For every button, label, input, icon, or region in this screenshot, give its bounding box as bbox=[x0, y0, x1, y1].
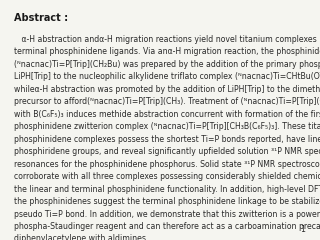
Text: precursor to afford(ᴺnacnac)Ti=P[Trip](CH₃). Treatment of (ᴺnacnac)Ti=P[Trip](CH: precursor to afford(ᴺnacnac)Ti=P[Trip](C… bbox=[14, 97, 320, 106]
Text: with B(C₆F₅)₃ induces methide abstraction concurrent with formation of the first: with B(C₆F₅)₃ induces methide abstractio… bbox=[14, 110, 320, 119]
Text: phosphinidene complexes possess the shortest Ti=P bonds reported, have linear: phosphinidene complexes possess the shor… bbox=[14, 135, 320, 144]
Text: 1: 1 bbox=[300, 225, 306, 234]
Text: resonances for the phosphinidene phosphorus. Solid state ³¹P NMR spectroscopic d: resonances for the phosphinidene phospho… bbox=[14, 160, 320, 169]
Text: terminal phosphinidene ligands. Via anα-H migration reaction, the phosphinidene: terminal phosphinidene ligands. Via anα-… bbox=[14, 47, 320, 56]
Text: the linear and terminal phosphinidene functionality. In addition, high-level DFT: the linear and terminal phosphinidene fu… bbox=[14, 185, 320, 194]
Text: corroborate with all three complexes possessing considerably shielded chemical s: corroborate with all three complexes pos… bbox=[14, 172, 320, 181]
Text: phospha-Staudinger reagent and can therefore act as a carboamination precatalyst: phospha-Staudinger reagent and can there… bbox=[14, 222, 320, 231]
Text: Abstract :: Abstract : bbox=[14, 13, 68, 23]
Text: phosphinidene zwitterion complex (ᴺnacnac)Ti=P[Trip][CH₃B(C₆F₅)₃]. These titaniu: phosphinidene zwitterion complex (ᴺnacna… bbox=[14, 122, 320, 131]
Text: phosphiridene groups, and reveal significantly upfielded solution ³¹P NMR spectr: phosphiridene groups, and reveal signifi… bbox=[14, 147, 320, 156]
Text: (ᴺnacnac)Ti=P[Trip](CH₂Bu) was prepared by the addition of the primary phosphide: (ᴺnacnac)Ti=P[Trip](CH₂Bu) was prepared … bbox=[14, 60, 320, 69]
Text: α-H abstraction andα-H migration reactions yield novel titanium complexes bearin: α-H abstraction andα-H migration reactio… bbox=[14, 35, 320, 44]
Text: pseudo Ti=P bond. In addition, we demonstrate that this zwitterion is a powerful: pseudo Ti=P bond. In addition, we demons… bbox=[14, 210, 320, 219]
Text: diphenylacetylene with aldimines.: diphenylacetylene with aldimines. bbox=[14, 234, 149, 240]
Text: whileα-H abstraction was promoted by the addition of LiPH[Trip] to the dimethyl : whileα-H abstraction was promoted by the… bbox=[14, 85, 320, 94]
Text: the phosphinidenes suggest the terminal phosphinidene linkage to be stabilized v: the phosphinidenes suggest the terminal … bbox=[14, 197, 320, 206]
Text: LiPH[Trip] to the nucleophilic alkylidene triflato complex (ᴺnacnac)Ti=CHtBu(OTf: LiPH[Trip] to the nucleophilic alkyliden… bbox=[14, 72, 320, 81]
